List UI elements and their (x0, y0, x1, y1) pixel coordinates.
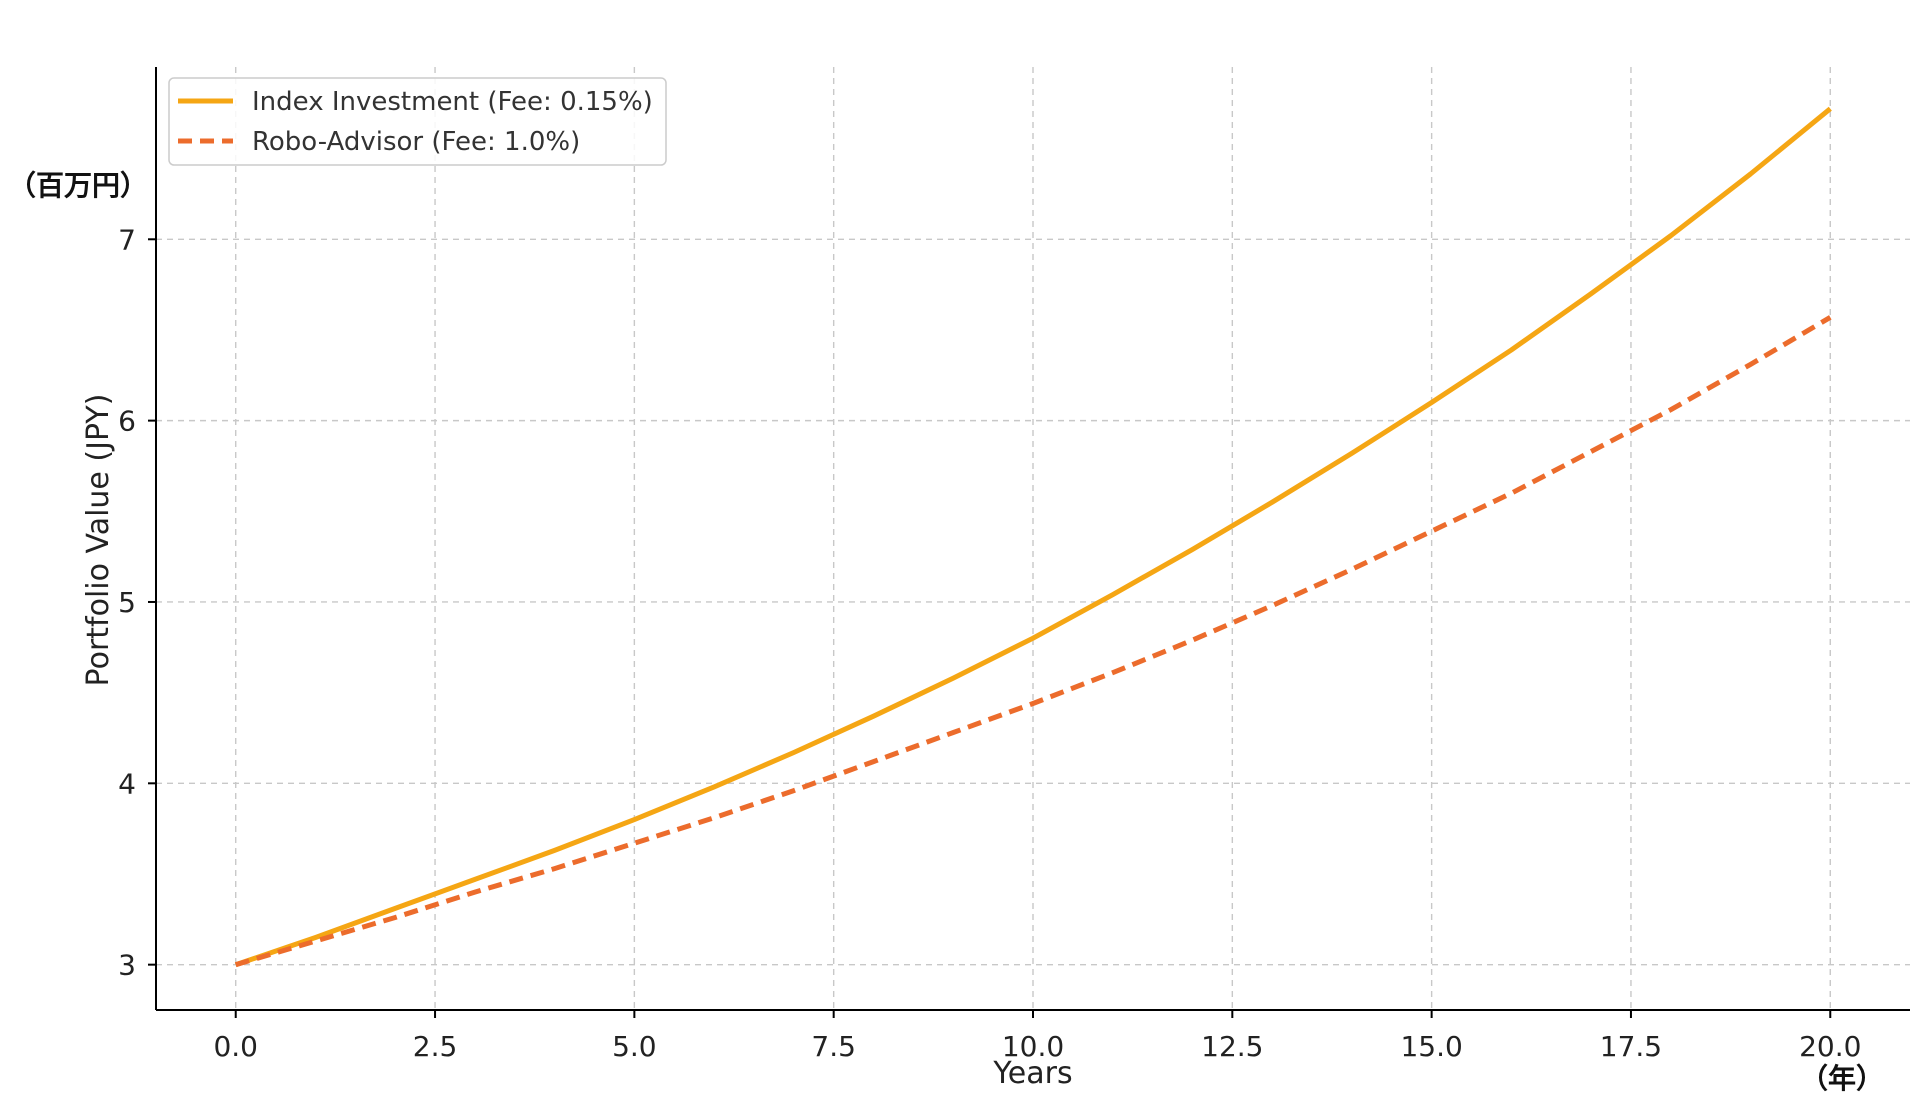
legend-label-index-investment: Index Investment (Fee: 0.15%) (252, 87, 653, 117)
x-tick-label: 20.0 (1799, 1030, 1861, 1063)
y-tick-label: 3 (118, 949, 136, 982)
x-tick-label: 17.5 (1600, 1030, 1662, 1063)
legend-box (168, 77, 667, 166)
x-tick-label: 5.0 (612, 1030, 657, 1063)
y-tick-label: 5 (118, 586, 136, 619)
x-tick-label: 12.5 (1201, 1030, 1263, 1063)
x-tick-label: 10.0 (1002, 1030, 1064, 1063)
series-line-robo-advisor (234, 315, 1832, 968)
legend-label-robo-advisor: Robo-Advisor (Fee: 1.0%) (252, 127, 580, 157)
series-line-index-investment (234, 106, 1832, 968)
x-axis-label: Years (992, 1056, 1072, 1091)
y-tick-label: 6 (118, 405, 136, 438)
y-tick-label: 7 (118, 223, 136, 256)
legend: Index Investment (Fee: 0.15%) Robo-Advis… (168, 77, 667, 166)
y-tick-label: 4 (118, 767, 136, 800)
x-tick-label: 2.5 (413, 1030, 458, 1063)
y-unit-label: （百万円） (8, 169, 148, 202)
x-unit-label: （年） (1800, 1062, 1884, 1095)
x-tick-label: 15.0 (1400, 1030, 1462, 1063)
ticks: 0.0 2.5 5.0 7.5 10.0 12.5 15.0 17.5 20.0 3 4 5 6 7 (118, 223, 1861, 1063)
grid (156, 67, 1910, 1010)
y-axis-label: Portfolio Value (JPY) (81, 394, 116, 687)
x-tick-label: 0.0 (213, 1030, 258, 1063)
x-tick-label: 7.5 (811, 1030, 856, 1063)
axes (155, 67, 1910, 1011)
series-lines (234, 106, 1832, 968)
